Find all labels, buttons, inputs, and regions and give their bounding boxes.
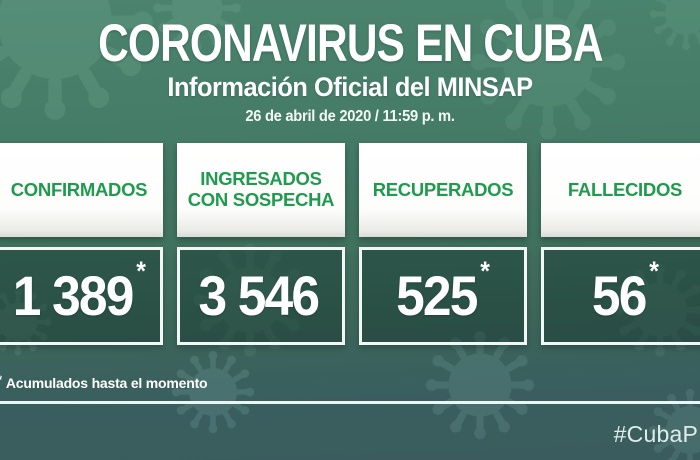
asterisk-marker: * xyxy=(648,255,659,286)
card-value: 56 xyxy=(591,264,647,327)
virus-icon xyxy=(172,351,254,433)
card-value: 525 xyxy=(396,264,478,327)
card-label: INGRESADOS CON SOSPECHA xyxy=(187,168,335,210)
card-number-box: 3 546 xyxy=(177,247,345,345)
card-header: FALLECIDOS xyxy=(541,143,700,237)
stat-card-ingresados: INGRESADOS CON SOSPECHA 3 546 xyxy=(177,143,345,345)
stat-card-recuperados: RECUPERADOS 525 * xyxy=(359,143,527,345)
hashtag-text: #CubaP xyxy=(613,421,698,447)
card-number-box: 525 * xyxy=(359,247,527,345)
asterisk-marker: * xyxy=(135,255,146,286)
card-header: INGRESADOS CON SOSPECHA xyxy=(177,143,345,237)
card-label: CONFIRMADOS xyxy=(10,178,148,200)
card-value: 3 546 xyxy=(198,264,320,327)
virus-icon xyxy=(426,331,534,439)
asterisk-marker: * xyxy=(480,255,490,286)
footnote-asterisk: * xyxy=(0,372,2,387)
card-number-box: 56 * xyxy=(541,247,700,345)
stat-card-fallecidos: FALLECIDOS 56 * xyxy=(541,143,700,345)
page-title: CORONAVIRUS EN CUBA xyxy=(97,14,603,73)
card-header: RECUPERADOS xyxy=(359,143,527,237)
card-number-box: 1 389 * xyxy=(0,247,163,345)
footer-divider xyxy=(0,401,700,404)
card-label: FALLECIDOS xyxy=(567,178,683,200)
date-line: 26 de abril de 2020 / 11:59 p. m. xyxy=(245,108,455,125)
footnote-text: Acumulados hasta el momento xyxy=(5,375,208,391)
footnote: *Acumulados hasta el momento xyxy=(0,372,208,391)
card-value: 1 389 xyxy=(12,264,134,327)
subtitle: Información Oficial del MINSAP xyxy=(167,72,533,102)
stat-card-confirmados: CONFIRMADOS 1 389 * xyxy=(0,143,163,345)
card-header: CONFIRMADOS xyxy=(0,143,163,237)
stat-cards-row: CONFIRMADOS 1 389 * INGRESADOS CON SOSPE… xyxy=(0,143,700,345)
card-label: RECUPERADOS xyxy=(372,178,514,200)
header: CORONAVIRUS EN CUBA Información Oficial … xyxy=(0,0,700,126)
